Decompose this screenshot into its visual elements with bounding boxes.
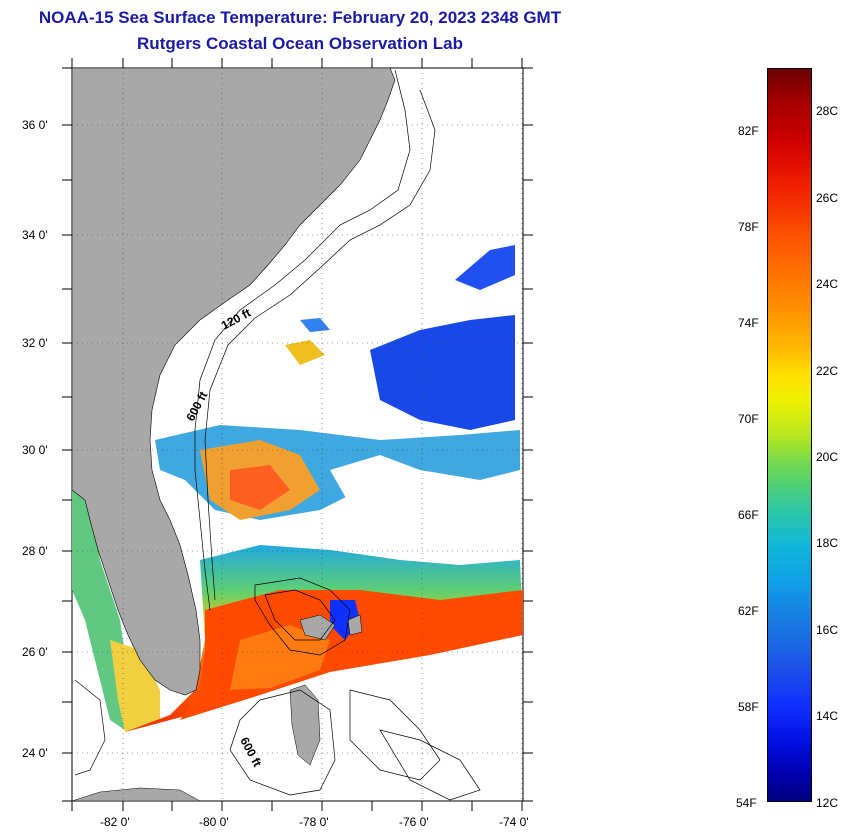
lon-label: -76 0' [399,815,429,829]
lon-label: -78 0' [299,815,329,829]
lat-label: 26 0' [22,645,48,659]
colorbar-c-label: 24C [816,277,839,291]
colorbar-f-label: 66F [738,508,759,522]
bathymetry-contours [74,69,481,801]
colorbar-c-label: 16C [816,623,839,637]
colorbar-f-label: 58F [738,700,759,714]
lat-label: 36 0' [22,118,48,132]
lon-label: -82 0' [100,815,130,829]
colorbar-c-label: 28C [816,104,839,118]
colorbar-f-label: 62F [738,604,759,618]
colorbar-c-label: 18C [816,536,839,550]
lat-label: 28 0' [22,544,48,558]
colorbar-f-label: 78F [738,220,759,234]
colorbar-f-label: 54F [736,796,757,810]
lat-label: 30 0' [22,443,48,457]
colorbar-f-label: 70F [738,412,759,426]
lat-label: 32 0' [22,336,48,350]
colorbar-c-label: 12C [816,796,839,810]
colorbar-f-label: 74F [738,316,759,330]
land [71,67,396,802]
colorbar-c-label: 20C [816,450,839,464]
sst-swath [72,245,523,732]
colorbar-f-label: 82F [738,124,759,138]
colorbar-c-label: 14C [816,709,839,723]
lon-label: -74 0' [499,815,529,829]
lat-label: 24 0' [22,746,48,760]
map-subtitle: Rutgers Coastal Ocean Observation Lab [137,34,463,53]
map-title: NOAA-15 Sea Surface Temperature: Februar… [38,8,562,27]
graticule [72,68,523,801]
colorbar-c-label: 26C [816,191,839,205]
frame-ticks [62,58,533,811]
temperature-colorbar [767,68,812,802]
lon-label: -80 0' [199,815,229,829]
lat-label: 34 0' [22,228,48,242]
colorbar-c-label: 22C [816,364,839,378]
